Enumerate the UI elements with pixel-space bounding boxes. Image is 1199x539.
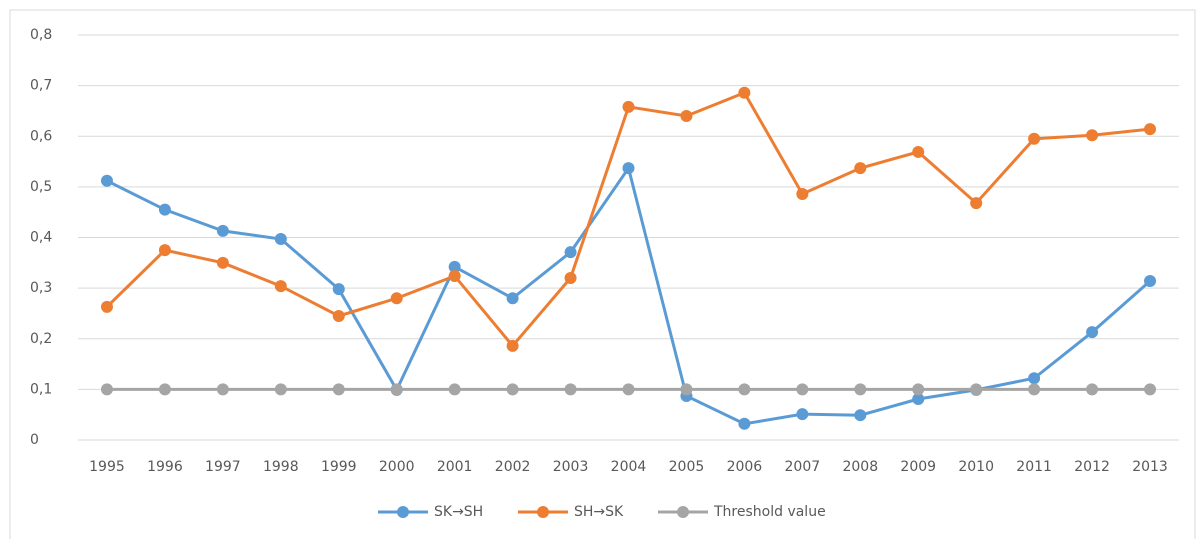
x-tick-label: 2006 <box>727 459 763 475</box>
data-point <box>390 292 403 305</box>
data-point <box>506 383 519 396</box>
data-point <box>390 383 403 396</box>
data-point <box>274 233 287 246</box>
x-tick-label: 2013 <box>1132 459 1168 475</box>
data-point <box>216 256 229 269</box>
x-tick-label: 2009 <box>900 459 936 475</box>
y-tick-label: 0,4 <box>30 230 52 246</box>
y-tick-label: 0,1 <box>30 381 52 397</box>
data-point <box>680 110 693 122</box>
x-tick-label: 2007 <box>785 459 821 475</box>
data-point <box>506 339 519 352</box>
data-point <box>738 383 751 396</box>
y-tick-label: 0,5 <box>30 179 52 195</box>
data-point <box>448 260 461 273</box>
data-point <box>1144 275 1157 288</box>
data-point <box>680 383 693 396</box>
legend-marker <box>677 506 689 518</box>
data-point <box>970 197 983 210</box>
legend-label: SK→SH <box>434 504 483 520</box>
data-point <box>854 162 867 175</box>
data-point <box>796 383 809 396</box>
data-point <box>100 300 113 313</box>
data-point <box>1086 129 1099 142</box>
data-point <box>332 383 345 396</box>
data-point <box>738 86 751 99</box>
x-tick-label: 2010 <box>958 459 994 475</box>
x-tick-label: 2008 <box>842 459 878 475</box>
data-point <box>912 392 925 405</box>
data-point <box>970 383 983 396</box>
legend-label: Threshold value <box>713 504 826 520</box>
data-point <box>912 145 925 158</box>
data-point <box>564 246 577 259</box>
data-point <box>912 383 925 396</box>
data-point <box>448 383 461 396</box>
data-point <box>1086 326 1099 339</box>
data-point <box>506 292 519 305</box>
data-point <box>1086 383 1099 396</box>
data-point <box>158 203 171 216</box>
x-tick-label: 2001 <box>437 459 473 475</box>
data-point <box>100 383 113 396</box>
x-tick-label: 1998 <box>263 459 299 475</box>
data-point <box>448 269 461 282</box>
data-point <box>854 383 867 396</box>
y-tick-label: 0,7 <box>30 78 52 94</box>
data-point <box>622 162 635 175</box>
data-point <box>796 187 809 200</box>
x-tick-label: 2012 <box>1074 459 1110 475</box>
y-tick-label: 0,2 <box>30 331 52 347</box>
x-tick-label: 1995 <box>89 459 125 475</box>
y-tick-label: 0,8 <box>30 27 52 43</box>
data-point <box>1028 372 1041 385</box>
data-point <box>622 383 635 396</box>
y-tick-label: 0,3 <box>30 280 52 296</box>
data-point <box>622 100 635 113</box>
x-tick-label: 2004 <box>611 459 647 475</box>
x-tick-label: 2003 <box>553 459 589 475</box>
legend-marker <box>397 506 409 518</box>
legend-label: SH→SK <box>574 504 624 520</box>
x-tick-label: 1996 <box>147 459 183 475</box>
data-point <box>100 174 113 187</box>
data-point <box>332 309 345 322</box>
x-tick-label: 1999 <box>321 459 357 475</box>
data-point <box>854 409 867 422</box>
data-point <box>332 283 345 296</box>
data-point <box>796 408 809 421</box>
data-point <box>216 224 229 237</box>
legend-marker <box>537 506 549 518</box>
data-point <box>1028 132 1041 145</box>
x-tick-label: 1997 <box>205 459 241 475</box>
data-point <box>158 383 171 396</box>
data-point <box>1144 383 1157 396</box>
y-tick-label: 0 <box>30 432 39 448</box>
data-point <box>274 280 287 293</box>
x-tick-label: 2011 <box>1016 459 1052 475</box>
x-tick-label: 2002 <box>495 459 531 475</box>
data-point <box>274 383 287 396</box>
y-tick-label: 0,6 <box>30 128 52 144</box>
x-tick-label: 2000 <box>379 459 415 475</box>
data-point <box>564 383 577 396</box>
x-tick-label: 2005 <box>669 459 705 475</box>
data-point <box>216 383 229 396</box>
data-point <box>1028 383 1041 396</box>
chart-frame <box>9 9 1196 539</box>
data-point <box>564 272 577 284</box>
data-point <box>158 244 171 257</box>
data-point <box>738 417 751 430</box>
data-point <box>1144 123 1157 136</box>
